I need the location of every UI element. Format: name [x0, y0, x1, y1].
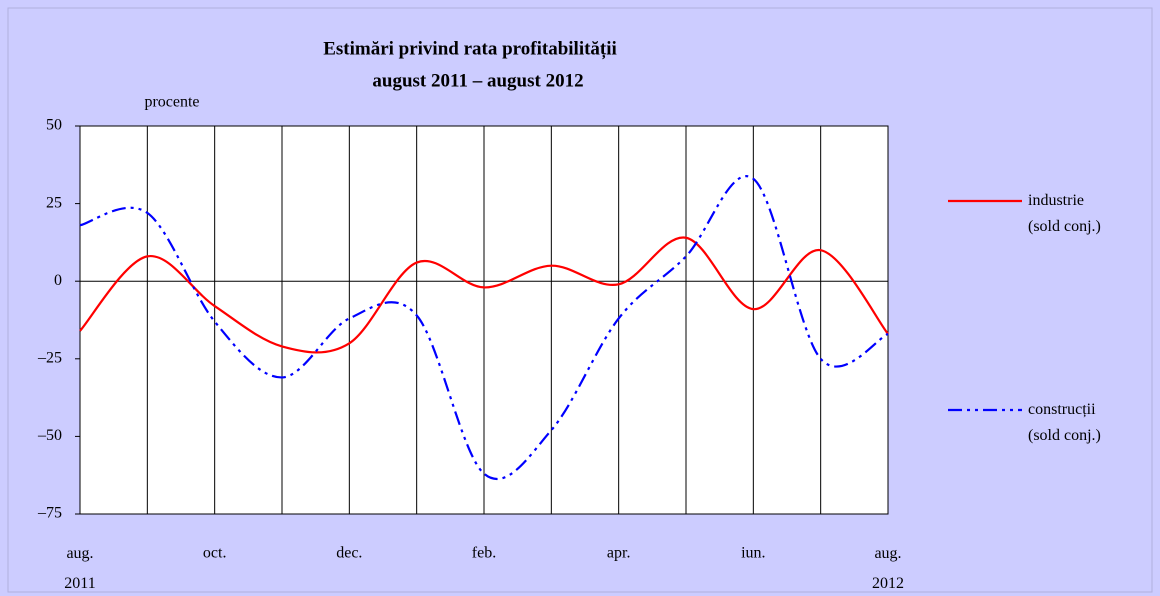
y-tick-label: 25 — [46, 194, 62, 211]
x-tick-label: apr. — [607, 545, 631, 562]
y-tick-label: –50 — [37, 427, 62, 444]
x-tick-label: aug. 2012 — [872, 545, 904, 592]
legend-label: industrie (sold conj.) — [1028, 192, 1101, 235]
x-tick-label: aug. 2011 — [64, 545, 95, 592]
y-tick-label: –25 — [37, 349, 62, 366]
x-tick-label: iun. — [741, 545, 765, 562]
x-tick-label: oct. — [203, 545, 227, 562]
x-tick-label: dec. — [336, 545, 362, 562]
y-tick-label: 50 — [46, 117, 62, 134]
chart-title: Estimări privind rata profitabilității — [323, 38, 617, 59]
chart-subtitle: august 2011 – august 2012 — [372, 70, 583, 91]
legend-label: construcții (sold conj.) — [1028, 401, 1101, 444]
y-axis-label: procente — [144, 94, 199, 111]
series-line — [79, 175, 889, 481]
y-tick-label: –75 — [37, 505, 62, 522]
y-tick-label: 0 — [54, 272, 62, 289]
series-line — [79, 236, 889, 354]
x-tick-label: feb. — [472, 545, 496, 562]
